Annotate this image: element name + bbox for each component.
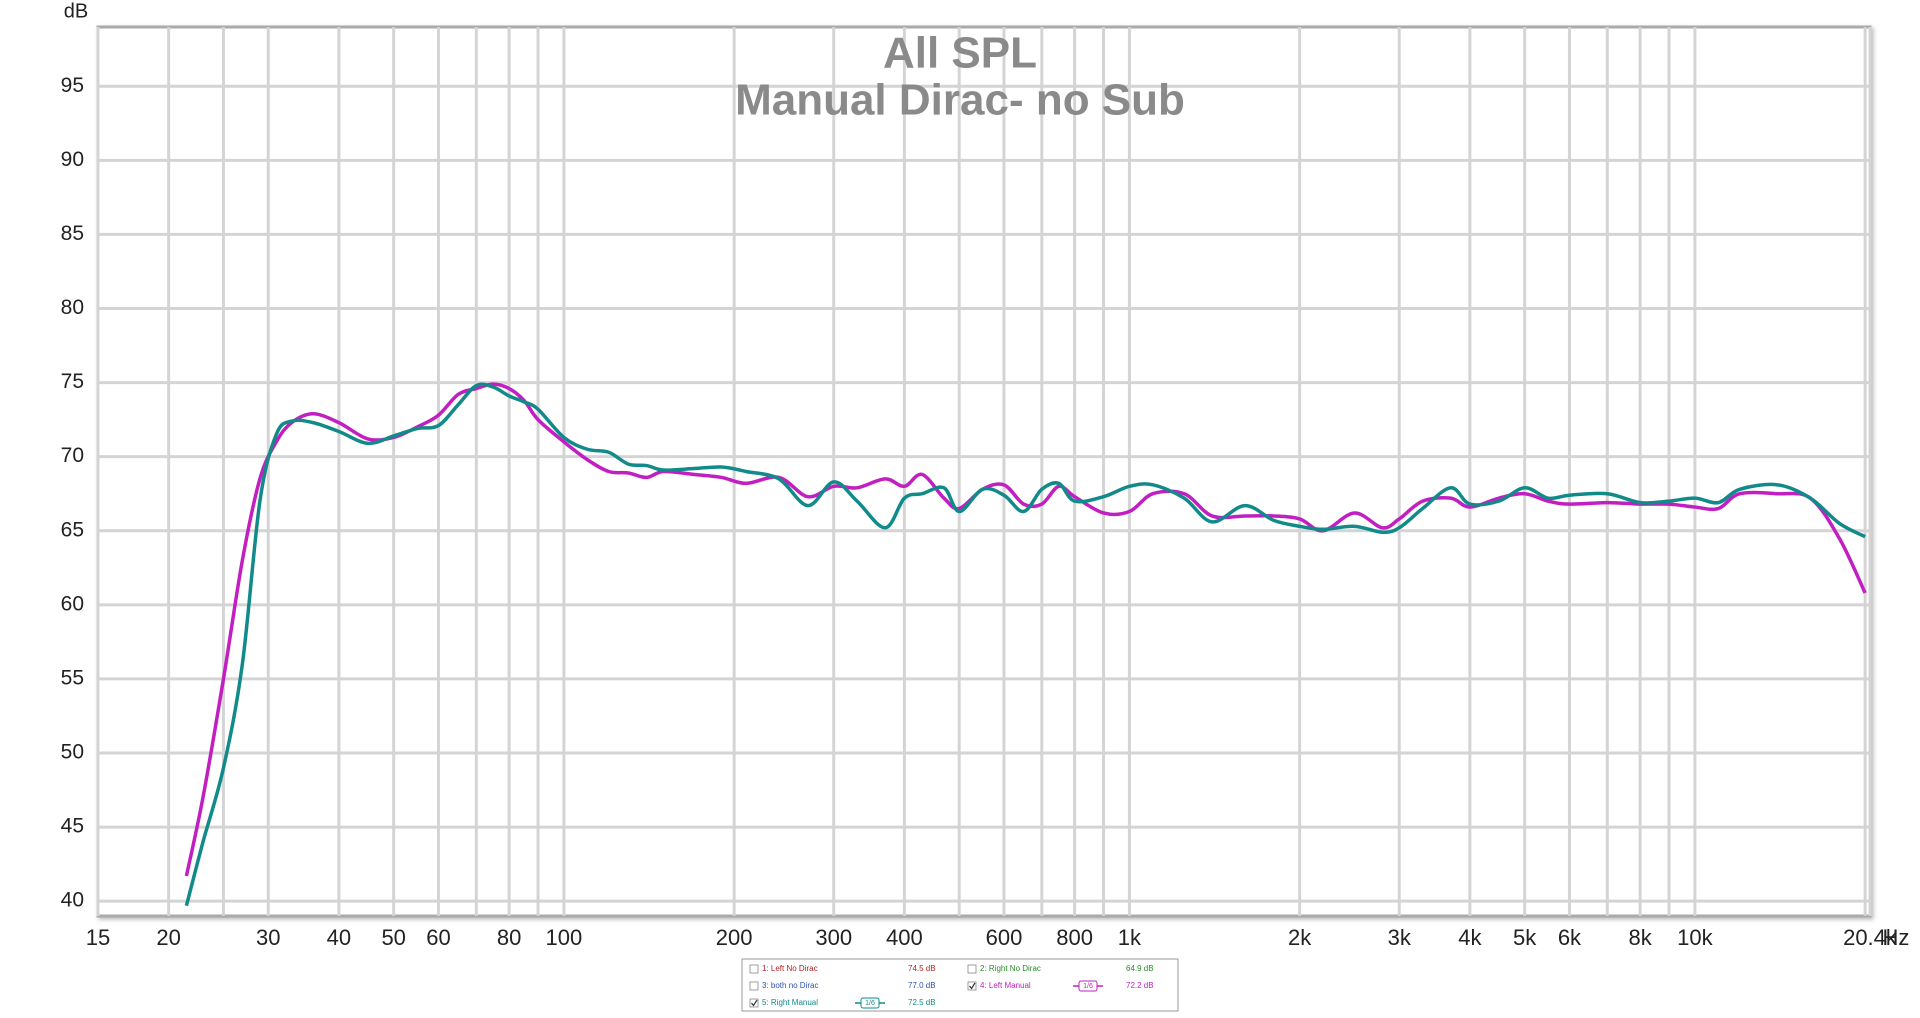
- x-tick-label: 200: [716, 925, 753, 950]
- x-tick-label: 40: [327, 925, 351, 950]
- x-tick-label: 8k: [1628, 925, 1652, 950]
- legend-label: 1: Left No Dirac: [762, 964, 818, 973]
- x-tick-label: 100: [546, 925, 583, 950]
- x-tick-label: 300: [815, 925, 852, 950]
- series-line: [184, 382, 1866, 907]
- legend: [741, 958, 1179, 1012]
- x-tick-label: 15: [86, 925, 110, 950]
- legend-item: 1: Left No Dirac 74.5 dB: [749, 964, 936, 974]
- x-tick-label: 4k: [1458, 925, 1482, 950]
- x-tick-label: 20.4k: [1843, 925, 1898, 950]
- legend-label: 3: both no Dirac: [762, 981, 818, 990]
- legend-level: 64.9 dB: [1126, 964, 1154, 973]
- legend-checkbox[interactable]: [967, 964, 977, 974]
- x-tick-label: 1k: [1118, 925, 1142, 950]
- smoothing-badge: [1078, 980, 1098, 992]
- y-axis-label: dB: [64, 0, 88, 22]
- legend-item: 5: Right Manual 1/6 72.5 dB: [749, 997, 936, 1009]
- legend-label: 2: Right No Dirac: [980, 964, 1041, 973]
- x-tick-label: 10k: [1677, 925, 1713, 950]
- y-tick-label: 75: [61, 370, 84, 393]
- legend-label: 4: Left Manual: [980, 981, 1031, 990]
- x-tick-label: 80: [497, 925, 521, 950]
- x-tick-label: 5k: [1513, 925, 1537, 950]
- y-tick-label: 60: [61, 592, 84, 615]
- legend-item: 4: Left Manual 1/6 72.2 dB: [967, 980, 1154, 992]
- x-tick-label: 50: [381, 925, 405, 950]
- legend-checkbox[interactable]: [967, 981, 977, 991]
- y-tick-label: 45: [61, 815, 84, 838]
- y-tick-label: 50: [61, 741, 84, 764]
- legend-level: 74.5 dB: [908, 964, 936, 973]
- y-tick-label: 80: [61, 296, 84, 319]
- legend-level: 72.2 dB: [1126, 981, 1154, 990]
- chart-title: All SPL: [883, 29, 1037, 78]
- x-tick-label: 600: [986, 925, 1023, 950]
- legend-label: 5: Right Manual: [762, 998, 818, 1007]
- y-tick-label: 85: [61, 222, 84, 245]
- y-tick-label: 65: [61, 518, 84, 541]
- y-tick-label: 40: [61, 889, 84, 912]
- x-tick-label: 2k: [1288, 925, 1312, 950]
- checkmark: [751, 999, 758, 1007]
- y-tick-label: 90: [61, 148, 84, 171]
- y-tick-label: 70: [61, 444, 84, 467]
- x-tick-label: 3k: [1388, 925, 1412, 950]
- x-tick-label: 800: [1056, 925, 1093, 950]
- x-axis-unit: Hz: [1883, 925, 1910, 950]
- y-tick-label: 55: [61, 666, 84, 689]
- smoothing-label: 1/6: [1083, 983, 1093, 990]
- smoothing-label: 1/6: [865, 1000, 875, 1007]
- smoothing-badge: [860, 997, 880, 1009]
- x-tick-label: 6k: [1558, 925, 1582, 950]
- legend-level: 77.0 dB: [908, 981, 936, 990]
- y-tick-label: 95: [61, 74, 84, 97]
- checkmark: [969, 982, 976, 990]
- legend-checkbox[interactable]: [749, 998, 759, 1008]
- x-tick-label: 60: [426, 925, 450, 950]
- chart-subtitle: Manual Dirac- no Sub: [735, 76, 1185, 125]
- legend-checkbox[interactable]: [749, 981, 759, 991]
- legend-item: 3: both no Dirac 77.0 dB: [749, 981, 936, 991]
- legend-checkbox[interactable]: [749, 964, 759, 974]
- legend-item: 2: Right No Dirac 64.9 dB: [967, 964, 1154, 974]
- x-tick-label: 400: [886, 925, 923, 950]
- legend-level: 72.5 dB: [908, 998, 936, 1007]
- x-tick-label: 30: [256, 925, 280, 950]
- x-tick-label: 20: [156, 925, 180, 950]
